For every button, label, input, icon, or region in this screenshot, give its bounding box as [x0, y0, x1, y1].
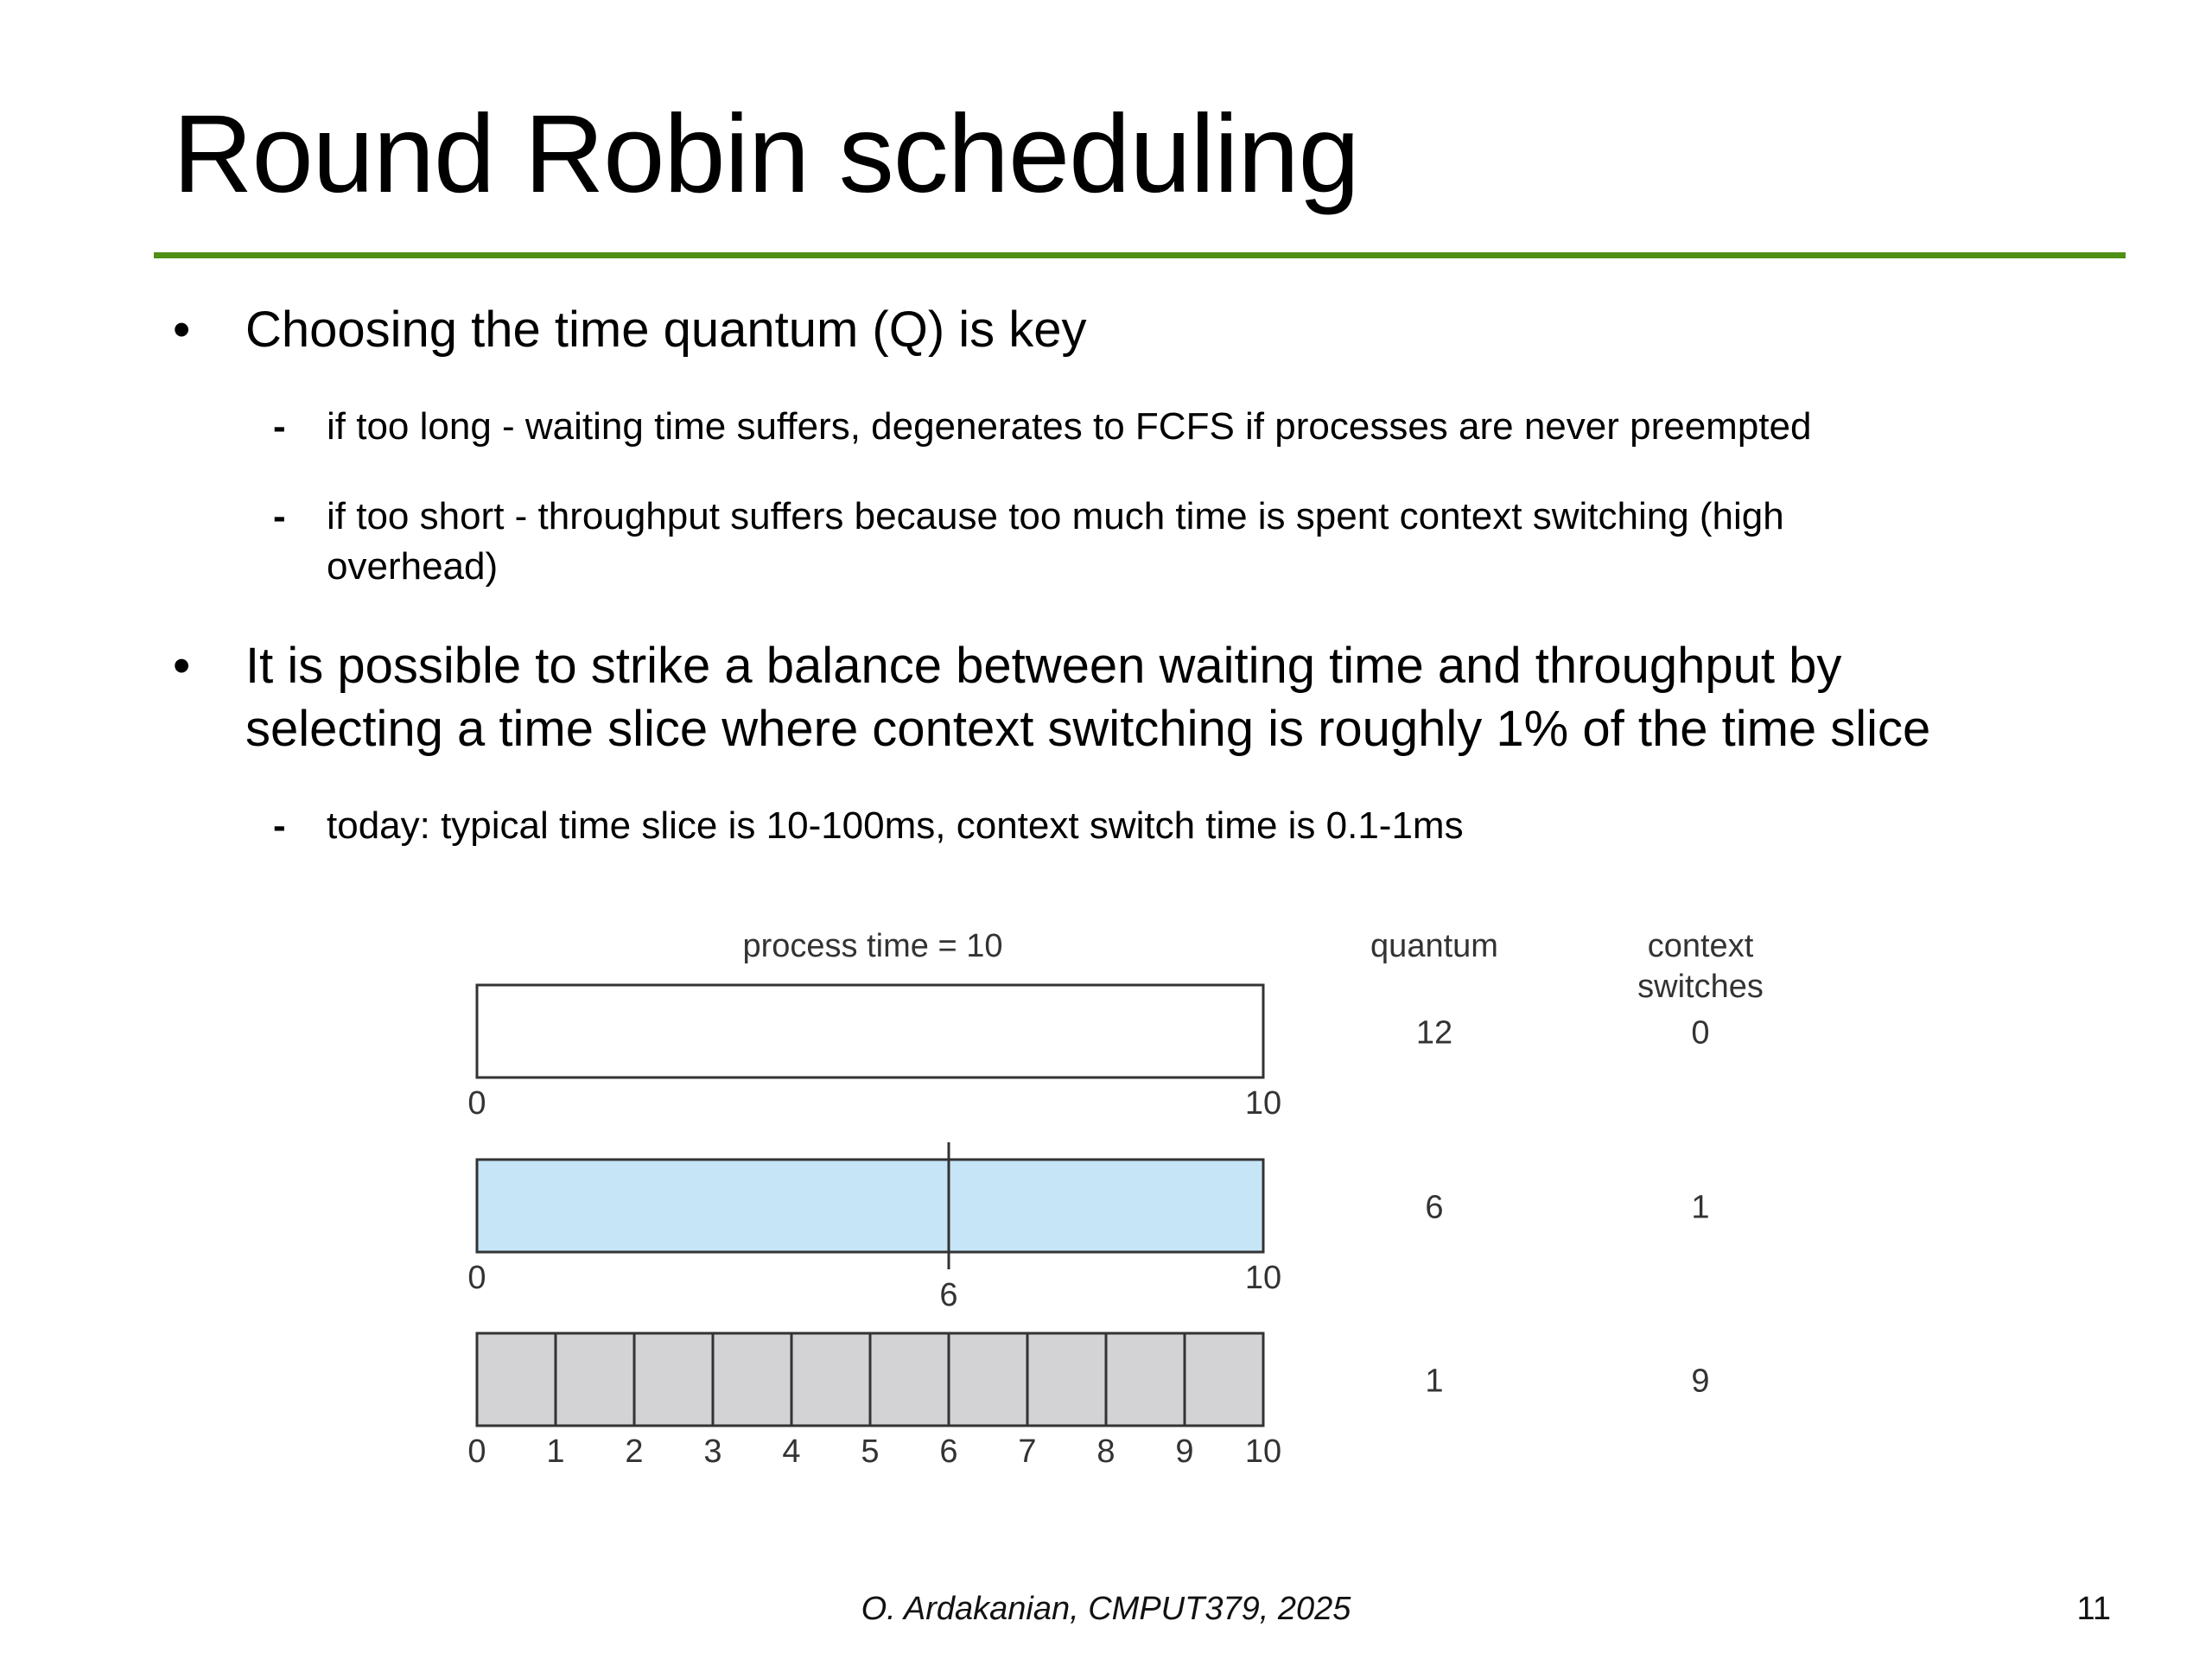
context-switches-value: 1: [1691, 1190, 1709, 1226]
tick-label: 8: [1096, 1433, 1115, 1470]
tick-label: 10: [1245, 1085, 1281, 1122]
bullet-text-line: It is possible to strike a balance betwe…: [245, 638, 1842, 694]
timeline-bar: [475, 1158, 1265, 1254]
bullet-text-line: selecting a time slice where context swi…: [245, 701, 1931, 757]
quantum-value: 1: [1425, 1363, 1443, 1400]
sub-bullet-1-1: - if too long - waiting time suffers, de…: [273, 402, 1811, 452]
footer-credit: O. Ardakanian, CMPUT379, 2025: [861, 1591, 1351, 1627]
quantum-column-header: quantum: [1370, 928, 1498, 964]
tick-label: 1: [546, 1433, 564, 1470]
bullet-marker: •: [173, 302, 191, 358]
tick-label: 7: [1018, 1433, 1036, 1470]
context-switches-header-line1: context: [1648, 928, 1754, 964]
sub-bullet-text: today: typical time slice is 10-100ms, c…: [327, 804, 1464, 847]
tick-label: 6: [939, 1277, 957, 1313]
tick-label: 2: [625, 1433, 643, 1470]
bullet-text: Choosing the time quantum (Q) is key: [245, 302, 1087, 358]
quantum-value: 6: [1425, 1190, 1443, 1226]
tick-label: 3: [703, 1433, 721, 1470]
quantum-value: 12: [1416, 1015, 1452, 1052]
title-divider: [154, 252, 2126, 258]
diagram-caption: process time = 10: [743, 928, 1003, 964]
tick-label: 0: [467, 1260, 486, 1296]
bullet-item-1: • Choosing the time quantum (Q) is key: [173, 298, 1087, 362]
sub-bullet-marker: -: [273, 495, 286, 537]
timeline-bar: [475, 983, 1265, 1079]
context-switches-value: 0: [1691, 1015, 1709, 1052]
sub-bullet-text: if too long - waiting time suffers, dege…: [327, 405, 1812, 448]
context-switches-value: 9: [1691, 1363, 1709, 1400]
sub-bullet-1-2: - if too short - throughput suffers beca…: [273, 492, 1784, 592]
tick-label: 10: [1245, 1260, 1281, 1296]
sub-bullet-text: if too short - throughput suffers becaus…: [327, 492, 1784, 592]
page-number: 11: [2076, 1591, 2111, 1627]
tick-label: 4: [782, 1433, 800, 1470]
sub-bullet-text-line: overhead): [327, 545, 499, 588]
context-switches-header-line2: switches: [1637, 969, 1764, 1005]
tick-label: 0: [467, 1433, 486, 1470]
sub-bullet-2-1: - today: typical time slice is 10-100ms,…: [273, 801, 1464, 851]
tick-label: 0: [467, 1085, 486, 1122]
bullet-text: It is possible to strike a balance betwe…: [245, 634, 1930, 760]
slide-title: Round Robin scheduling: [173, 92, 1360, 216]
tick-label: 6: [939, 1433, 957, 1470]
sub-bullet-marker: -: [273, 804, 286, 847]
tick-label: 5: [861, 1433, 879, 1470]
bullet-item-2: • It is possible to strike a balance bet…: [173, 634, 1930, 760]
tick-label: 10: [1245, 1433, 1281, 1470]
sub-bullet-text-line: if too short - throughput suffers becaus…: [327, 495, 1784, 537]
tick-label: 9: [1175, 1433, 1193, 1470]
sub-bullet-marker: -: [273, 405, 286, 448]
bullet-marker: •: [173, 638, 191, 694]
